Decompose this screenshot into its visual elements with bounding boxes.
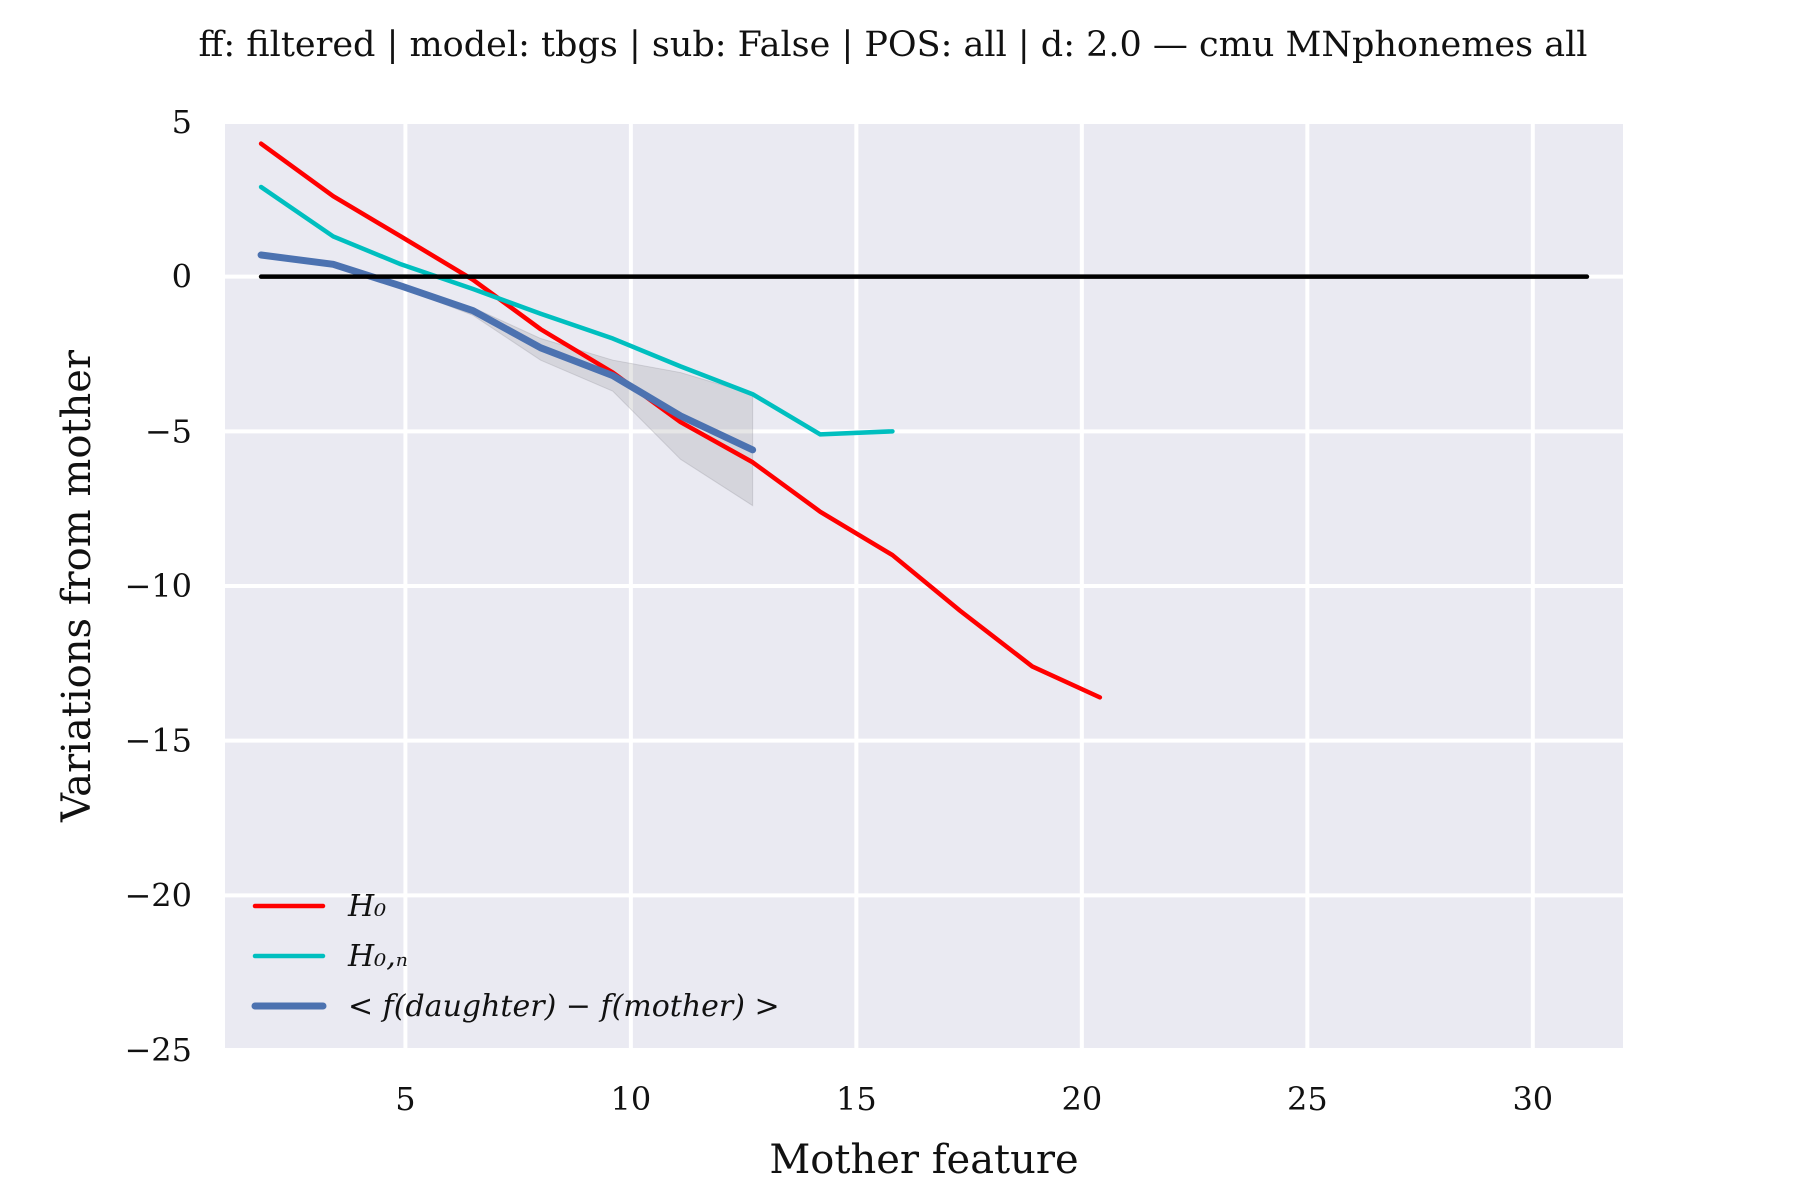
series-line	[257, 251, 757, 454]
y-tick-label: −25	[124, 1031, 192, 1069]
series-line	[258, 141, 1103, 700]
legend: H₀ H₀,ₙ < f(daughter) − f(mother) >	[251, 889, 780, 1024]
series-lines	[257, 141, 1590, 700]
series-line	[258, 184, 895, 437]
y-axis-label: Variations from mother	[54, 349, 100, 823]
tick-labels: 5 10 15 20 25 30 5 0 −5 −10 −15 −20 −25	[124, 103, 1553, 1118]
y-tick-label: −20	[124, 876, 192, 914]
x-axis-label: Mother feature	[769, 1137, 1078, 1183]
x-tick-label: 25	[1287, 1080, 1328, 1118]
x-tick-label: 5	[395, 1080, 415, 1118]
y-tick-label: −15	[124, 722, 192, 760]
y-tick-label: 5	[172, 103, 192, 141]
x-tick-label: 30	[1512, 1080, 1553, 1118]
chart-title: ff: filtered | model: tbgs | sub: False …	[199, 25, 1588, 65]
x-tick-label: 15	[836, 1080, 877, 1118]
y-tick-label: −5	[145, 412, 192, 450]
x-tick-label: 20	[1061, 1080, 1102, 1118]
legend-label: < f(daughter) − f(mother) >	[348, 989, 780, 1024]
legend-label: H₀	[347, 889, 386, 924]
legend-label: H₀,ₙ	[347, 939, 408, 974]
x-tick-label: 10	[611, 1080, 652, 1118]
y-tick-label: 0	[172, 258, 192, 296]
y-tick-label: −10	[124, 567, 192, 605]
